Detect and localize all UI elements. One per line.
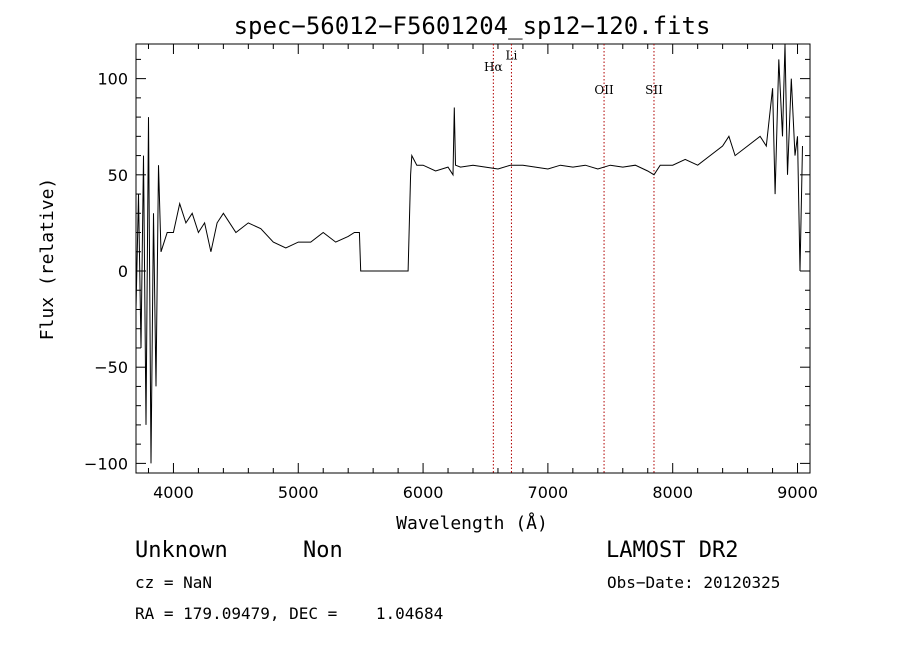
coordinates: RA = 179.09479, DEC = 1.04684 (135, 604, 444, 623)
y-tick-label: −50 (94, 358, 128, 377)
y-tick-label: 50 (108, 166, 128, 185)
y-tick-label: −100 (84, 454, 128, 473)
y-axis: −100 −50 0 50 100 (84, 58, 810, 473)
line-marker-label: Hα (484, 60, 503, 74)
x-tick-label: 5000 (278, 483, 319, 502)
y-tick-label: 100 (97, 70, 128, 89)
y-tick-label: 0 (118, 262, 128, 281)
x-tick-label: 6000 (403, 483, 444, 502)
line-marker-label: SII (645, 83, 663, 97)
line-marker-label: OII (594, 83, 614, 97)
x-tick-label: 4000 (153, 483, 194, 502)
obs-date: Obs−Date: 20120325 (607, 573, 781, 592)
survey-label: LAMOST DR2 (606, 538, 739, 563)
chart-title: spec−56012−F5601204_sp12−120.fits (234, 12, 711, 40)
x-tick-label: 9000 (777, 483, 818, 502)
x-axis-label: Wavelength (Å) (396, 512, 548, 534)
object-class: Unknown (135, 538, 228, 563)
object-subclass: Non (303, 538, 343, 563)
plot-frame (135, 43, 811, 474)
y-axis-label: Flux (relative) (37, 178, 58, 341)
x-tick-label: 8000 (652, 483, 693, 502)
x-axis: 4000 5000 6000 7000 8000 9000 (147, 44, 818, 502)
cz-value: cz = NaN (135, 573, 213, 592)
spectrum-line (135, 43, 803, 464)
line-marker-label: Li (506, 48, 518, 62)
spectrum-chart: spec−56012−F5601204_sp12−120.fits −100 −5… (37, 12, 818, 534)
series-group (135, 43, 803, 464)
x-tick-label: 7000 (528, 483, 569, 502)
